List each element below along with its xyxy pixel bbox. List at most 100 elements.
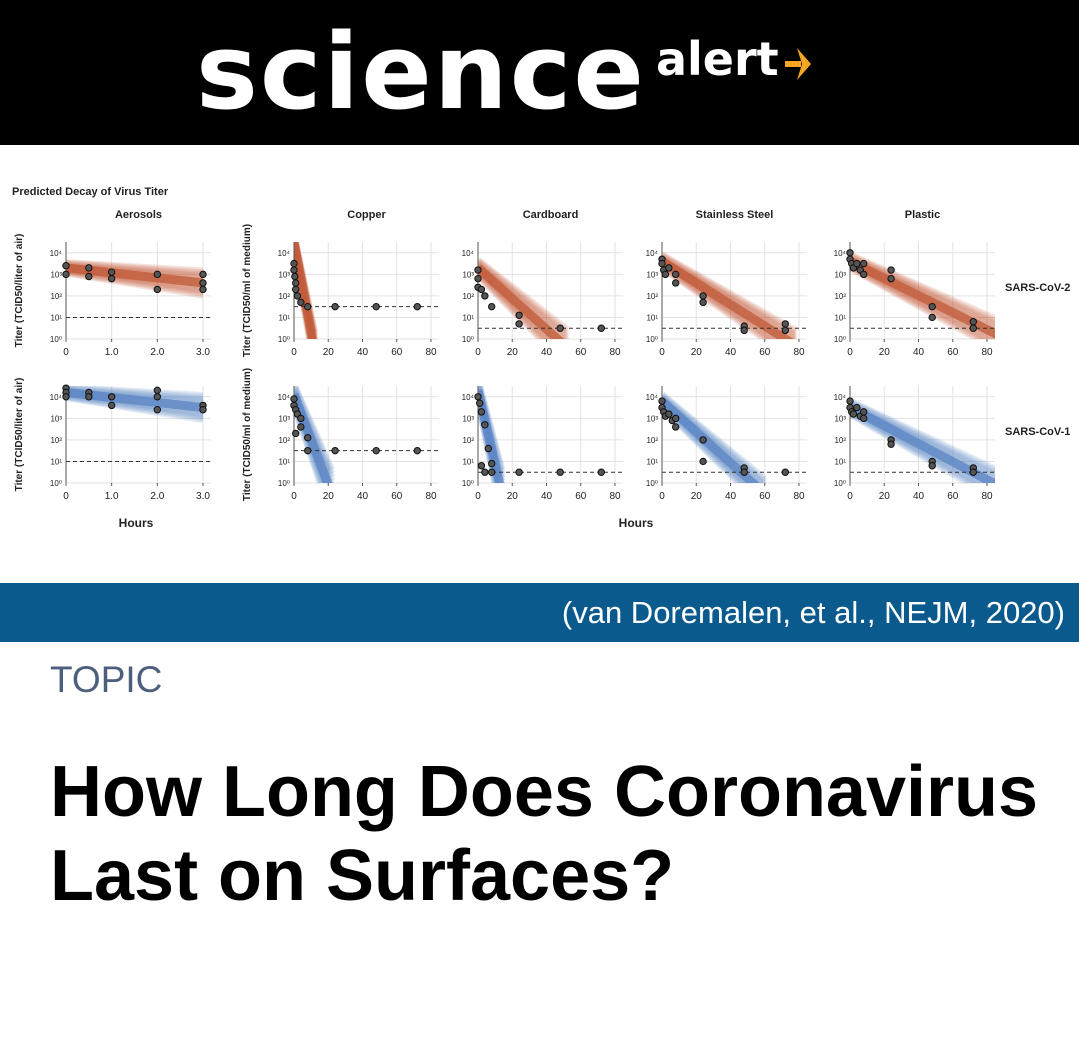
panel-sars-cov-1-plastic-data-point (846, 397, 854, 405)
panel-sars-cov-1-stainless-steel-data-point (699, 457, 707, 466)
panel-sars-cov-1-plastic-band-line (850, 408, 983, 483)
panel-sars-cov-2-copper-y-tick-label: 10² (278, 292, 290, 301)
panel-sars-cov-1-plastic-y-tick-label: 10³ (834, 414, 846, 423)
panel-sars-cov-2-cardboard-title: Cardboard (523, 209, 579, 221)
panel-sars-cov-2-cardboard-band-line (478, 270, 551, 339)
panel-sars-cov-2-cardboard-x-tick-label: 80 (609, 347, 621, 358)
panel-sars-cov-2-plastic-x-tick-label: 40 (913, 347, 925, 358)
panel-sars-cov-1-copper-y-tick-label: 10¹ (278, 457, 290, 466)
panel-sars-cov-2-plastic-x-tick-label: 20 (879, 347, 891, 358)
panel-sars-cov-1-cardboard-band-core (478, 389, 505, 483)
panel-sars-cov-1-aerosols-band-line (66, 394, 204, 424)
panel-sars-cov-1-stainless-steel-band-line (662, 405, 744, 483)
panel-sars-cov-2-plastic-y-tick-label: 10³ (834, 270, 846, 279)
panel-sars-cov-2-copper-y-tick-label: 10³ (278, 270, 290, 279)
panel-sars-cov-2-plastic-y-tick-label: 10¹ (834, 313, 846, 322)
panel-sars-cov-1-plastic-band-line (850, 399, 995, 478)
panel-sars-cov-2-stainless-steel-data-point (672, 270, 680, 279)
panel-sars-cov-2-cardboard-band-line (478, 259, 570, 338)
panel-sars-cov-1-aerosols-data-point (62, 393, 70, 401)
panel-sars-cov-2-aerosols: Aerosols Titer (TCID50/liter of air) 10⁰ 10… (14, 209, 211, 358)
panel-sars-cov-2-cardboard-x-tick-label: 20 (507, 347, 519, 358)
panel-sars-cov-2-plastic-title: Plastic (905, 209, 940, 221)
panel-sars-cov-2-copper-data-point (413, 302, 421, 311)
panel-sars-cov-1-plastic-x-tick-label: 60 (947, 491, 959, 502)
panel-sars-cov-1-copper-data-point (292, 429, 300, 438)
panel-sars-cov-1-stainless-steel-data-point (658, 397, 666, 405)
panel-sars-cov-2-cardboard-data-point (515, 320, 523, 328)
article-headline[interactable]: How Long Does Coronavirus Last on Surfac… (50, 752, 1039, 916)
panel-sars-cov-2-plastic-data-point (860, 259, 868, 268)
panel-sars-cov-1-aerosols-x-tick-label: 3.0 (196, 491, 210, 502)
panel-sars-cov-2-aerosols-x-tick-label: 0 (63, 347, 69, 358)
panel-sars-cov-1-plastic-data-point (860, 408, 868, 416)
panel-sars-cov-2-copper-data-point (292, 279, 300, 287)
panel-sars-cov-2-cardboard-data-point (477, 285, 486, 294)
panel-sars-cov-1-cardboard-data-point (477, 408, 486, 416)
panel-sars-cov-2-aerosols-band-line (66, 259, 204, 275)
panel-sars-cov-2-plastic-decay-band (850, 251, 995, 339)
panel-sars-cov-1-copper-y-tick-label: 10³ (278, 414, 290, 423)
panel-sars-cov-1-stainless-steel-data-point (781, 468, 789, 476)
panel-sars-cov-1-copper-data-point (304, 446, 312, 455)
panel-sars-cov-2-cardboard-x-tick-label: 0 (475, 347, 481, 358)
panel-sars-cov-2-copper-data-point (291, 272, 299, 281)
panel-sars-cov-2-cardboard-data-point (515, 311, 523, 319)
panel-sars-cov-2-plastic-x-tick-label: 80 (981, 347, 993, 358)
panel-sars-cov-1-aerosols-y-axis-label: Titer (TCID50/liter of air) (14, 378, 25, 492)
panel-sars-cov-2-cardboard-x-tick-label: 60 (575, 347, 587, 358)
topic-label[interactable]: TOPIC (50, 659, 163, 700)
panel-sars-cov-1-cardboard-y-tick-label: 10⁰ (462, 479, 474, 488)
panel-sars-cov-1-copper-data-point (297, 423, 305, 431)
panel-sars-cov-2-stainless-steel-band-core (662, 257, 794, 339)
panel-sars-cov-1-aerosols-data-point (85, 393, 93, 401)
panel-sars-cov-2-aerosols-data-point (85, 272, 93, 281)
panel-sars-cov-2-copper-data-point (290, 259, 298, 268)
panel-sars-cov-1-aerosols-y-tick-label: 10⁴ (50, 393, 63, 402)
panel-sars-cov-2-cardboard-data-point (474, 274, 482, 283)
panel-sars-cov-2-cardboard-band-line (478, 271, 548, 339)
panel-sars-cov-2-copper-y-tick-label: 10¹ (278, 313, 290, 322)
panel-sars-cov-2-stainless-steel-y-tick-label: 10⁰ (646, 335, 658, 344)
panel-sars-cov-1-copper-data-point (413, 446, 421, 455)
panel-sars-cov-2-stainless-steel-data-point (658, 259, 666, 268)
panel-sars-cov-1-aerosols-x-tick-label: 1.0 (105, 491, 119, 502)
row-label-sars-cov-1: SARS-CoV-1 (1005, 426, 1070, 438)
panel-sars-cov-1-plastic-y-tick-label: 10² (834, 436, 846, 445)
panel-sars-cov-2-copper-band-core (294, 242, 318, 339)
panel-sars-cov-2-cardboard-band-line (478, 257, 570, 333)
panel-sars-cov-2-copper-y-tick-label: 10⁰ (278, 335, 290, 344)
panel-sars-cov-1-stainless-steel-data-point (672, 423, 680, 431)
panel-sars-cov-1-aerosols-y-tick-label: 10³ (50, 414, 62, 423)
panel-sars-cov-1-stainless-steel-decay-band (662, 391, 768, 483)
panel-sars-cov-2-plastic: Plastic 10⁰ 10¹ 10² 10³ 10⁴ 0 20 40 60 80 (834, 209, 995, 358)
panel-sars-cov-2-stainless-steel-decay-band (662, 251, 798, 339)
panel-sars-cov-2-cardboard-data-point (488, 302, 496, 311)
panel-sars-cov-2-copper-x-tick-label: 0 (291, 347, 297, 358)
panel-sars-cov-2-copper-data-point (293, 292, 302, 300)
panel-sars-cov-2-stainless-steel-x-tick-label: 20 (691, 347, 703, 358)
panel-sars-cov-2-copper-x-tick-label: 40 (357, 347, 369, 358)
panel-sars-cov-1-plastic-y-tick-label: 10⁴ (834, 393, 847, 402)
panel-sars-cov-2-copper-data-point (297, 298, 305, 307)
panel-sars-cov-2-stainless-steel-data-point (665, 264, 673, 272)
panel-sars-cov-1-copper-data-point (331, 446, 339, 455)
panel-sars-cov-2-cardboard-decay-band (478, 257, 570, 339)
panel-sars-cov-2-cardboard-y-tick-label: 10³ (462, 270, 474, 279)
panel-sars-cov-1-cardboard-x-tick-label: 40 (541, 491, 553, 502)
panel-sars-cov-1-stainless-steel-x-tick-label: 20 (691, 491, 703, 502)
panel-sars-cov-2-copper-x-tick-label: 20 (323, 347, 335, 358)
panel-sars-cov-2-copper-x-tick-label: 80 (425, 347, 437, 358)
panel-sars-cov-1-stainless-steel-band-line (662, 391, 767, 482)
panel-sars-cov-1-stainless-steel-x-tick-label: 60 (759, 491, 771, 502)
panel-sars-cov-2-plastic-x-tick-label: 60 (947, 347, 959, 358)
panel-sars-cov-1-copper-data-point (372, 446, 380, 455)
site-logo[interactable]: science alert (196, 20, 813, 130)
panel-sars-cov-1-stainless-steel-band-core (662, 397, 760, 483)
panel-sars-cov-2-stainless-steel-y-tick-label: 10² (646, 292, 658, 301)
panel-sars-cov-1-cardboard-x-tick-label: 60 (575, 491, 587, 502)
panel-sars-cov-1-plastic-x-tick-label: 40 (913, 491, 925, 502)
panel-sars-cov-1-copper-band-core (294, 393, 333, 483)
panel-sars-cov-2-cardboard-y-tick-label: 10¹ (462, 313, 474, 322)
panel-sars-cov-1-copper-x-tick-label: 60 (391, 491, 403, 502)
